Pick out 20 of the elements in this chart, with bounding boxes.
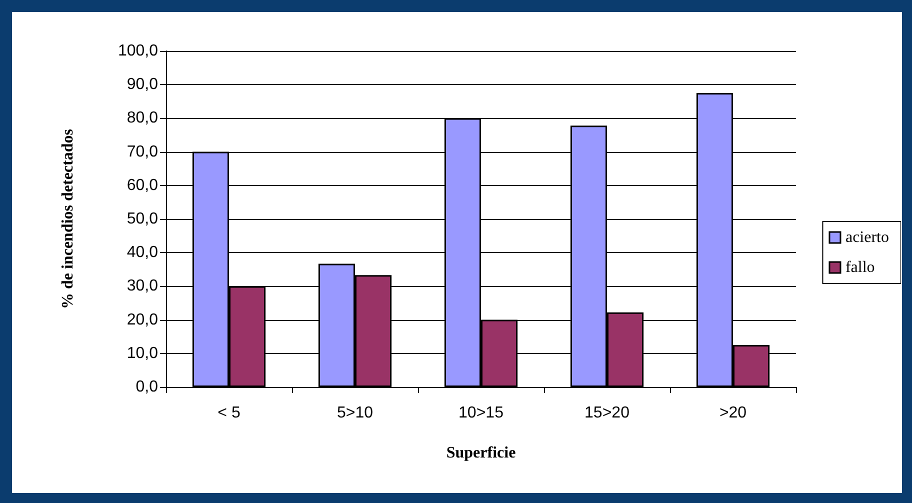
y-tick-label: 10,0 <box>126 344 158 362</box>
legend-label: fallo <box>845 259 875 276</box>
y-tick-label: 90,0 <box>126 76 158 94</box>
x-tick-label: 5>10 <box>336 404 374 422</box>
y-tick-label: 40,0 <box>126 244 158 262</box>
y-tick-label: 70,0 <box>126 143 158 160</box>
y-tick-label: 80,0 <box>126 110 158 127</box>
y-tick-label: 100,0 <box>118 42 158 60</box>
x-tick-label: >20 <box>719 404 747 422</box>
y-tick-label: 20,0 <box>126 311 158 328</box>
y-tick-label: 50,0 <box>126 210 158 228</box>
x-tick-label: 10>15 <box>458 404 504 422</box>
y-tick-label: 30,0 <box>126 278 158 295</box>
y-axis-title: % de incendios detectados <box>60 129 76 309</box>
x-tick-label: 15>20 <box>584 404 630 422</box>
x-tick-label: < 5 <box>218 404 240 422</box>
x-axis-title: Superficie <box>446 444 516 462</box>
y-tick-label: 60,0 <box>126 176 158 194</box>
legend-label: acierto <box>845 229 890 246</box>
y-tick-label: 0,0 <box>136 378 158 396</box>
